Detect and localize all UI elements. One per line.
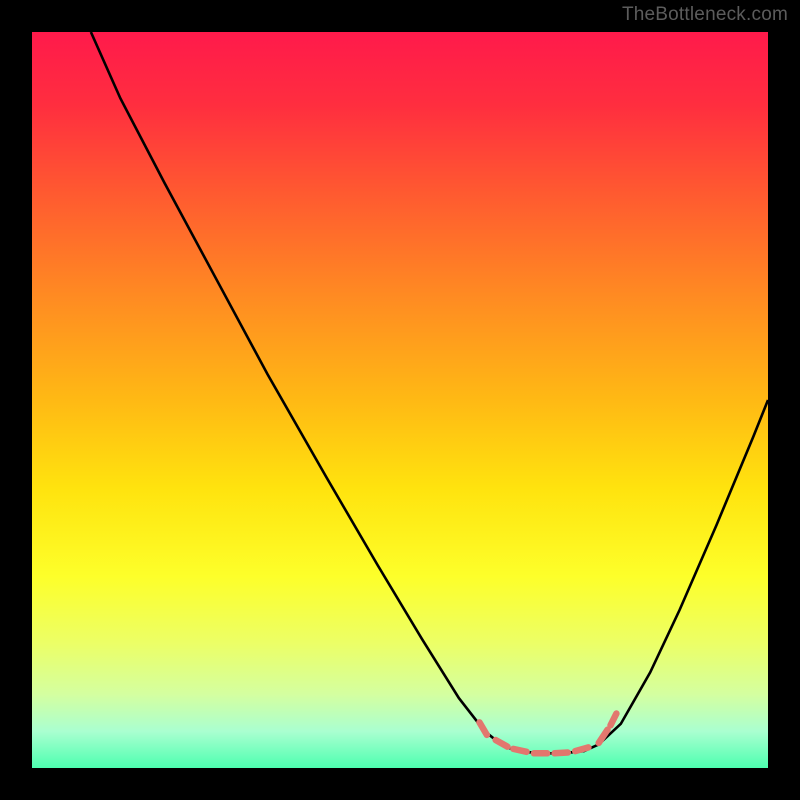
optimal-marker-segment <box>575 747 588 751</box>
bottleneck-curve <box>91 32 768 753</box>
optimal-marker-segment <box>610 714 616 726</box>
optimal-marker-segment <box>496 740 508 747</box>
plot-area <box>32 32 768 768</box>
optimal-marker-segment <box>479 722 486 735</box>
watermark-text: TheBottleneck.com <box>622 4 788 26</box>
optimal-marker-segment <box>513 749 526 752</box>
optimal-marker-segment <box>555 753 568 754</box>
optimal-range-markers <box>479 714 616 754</box>
optimal-marker-segment <box>599 730 608 743</box>
chart-svg <box>32 32 768 768</box>
